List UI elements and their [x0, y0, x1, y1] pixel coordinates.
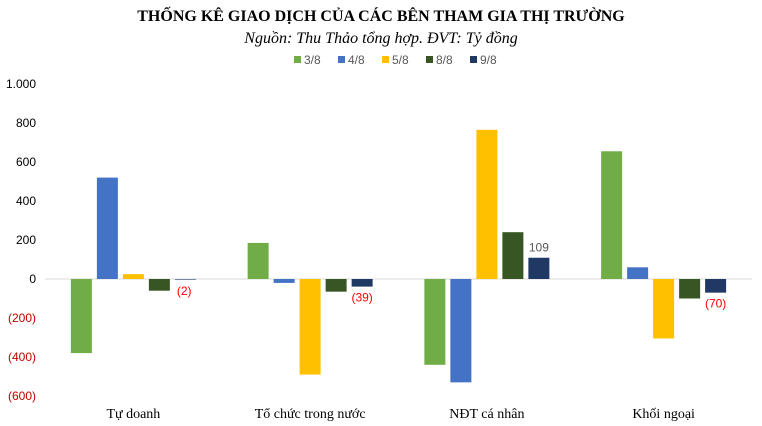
chart-title: THỐNG KÊ GIAO DỊCH CỦA CÁC BÊN THAM GIA … [137, 8, 625, 25]
y-tick-label: (400) [8, 350, 36, 364]
legend-swatch [338, 56, 345, 63]
category-label: NĐT cá nhân [449, 407, 524, 422]
data-label: (2) [177, 284, 192, 298]
data-label: (70) [705, 297, 726, 311]
bar [424, 279, 446, 365]
category-label: Tổ chức trong nước [255, 407, 366, 422]
y-tick-label: 600 [16, 155, 36, 169]
category-label: Khối ngoại [632, 407, 695, 422]
legend-swatch [470, 56, 477, 63]
bar [476, 129, 498, 279]
bar [627, 267, 649, 279]
y-tick-label: 1.000 [6, 77, 36, 91]
bar [705, 279, 727, 293]
legend-label: 9/8 [480, 53, 497, 67]
legend-swatch [382, 56, 389, 63]
bar [299, 279, 321, 375]
legend-label: 4/8 [348, 53, 365, 67]
bar [528, 257, 550, 279]
y-tick-label: 0 [29, 272, 36, 286]
legend-swatch [294, 56, 301, 63]
y-tick-label: 400 [16, 194, 36, 208]
legend-label: 5/8 [392, 53, 409, 67]
bar [679, 279, 701, 299]
bar [247, 242, 269, 279]
legend-label: 3/8 [304, 53, 321, 67]
bar [122, 274, 144, 279]
bar [70, 279, 92, 354]
bar [174, 279, 196, 280]
bar [653, 279, 675, 339]
category-label: Tự doanh [106, 407, 160, 422]
data-label: 109 [529, 241, 549, 255]
y-tick-label: (200) [8, 311, 36, 325]
bar [96, 177, 118, 279]
bar [325, 279, 347, 292]
y-tick-label: 200 [16, 233, 36, 247]
bar [148, 279, 170, 291]
bar [601, 151, 623, 279]
legend-label: 8/8 [436, 53, 453, 67]
bar [273, 279, 295, 283]
bar [450, 279, 472, 383]
legend-swatch [426, 56, 433, 63]
y-tick-label: 800 [16, 116, 36, 130]
chart-subtitle: Nguồn: Thu Thảo tổng hợp. ĐVT: Tỷ đồng [244, 30, 518, 47]
y-tick-label: (600) [8, 389, 36, 403]
bar [502, 232, 524, 279]
bar [351, 279, 373, 287]
data-label: (39) [351, 291, 372, 305]
